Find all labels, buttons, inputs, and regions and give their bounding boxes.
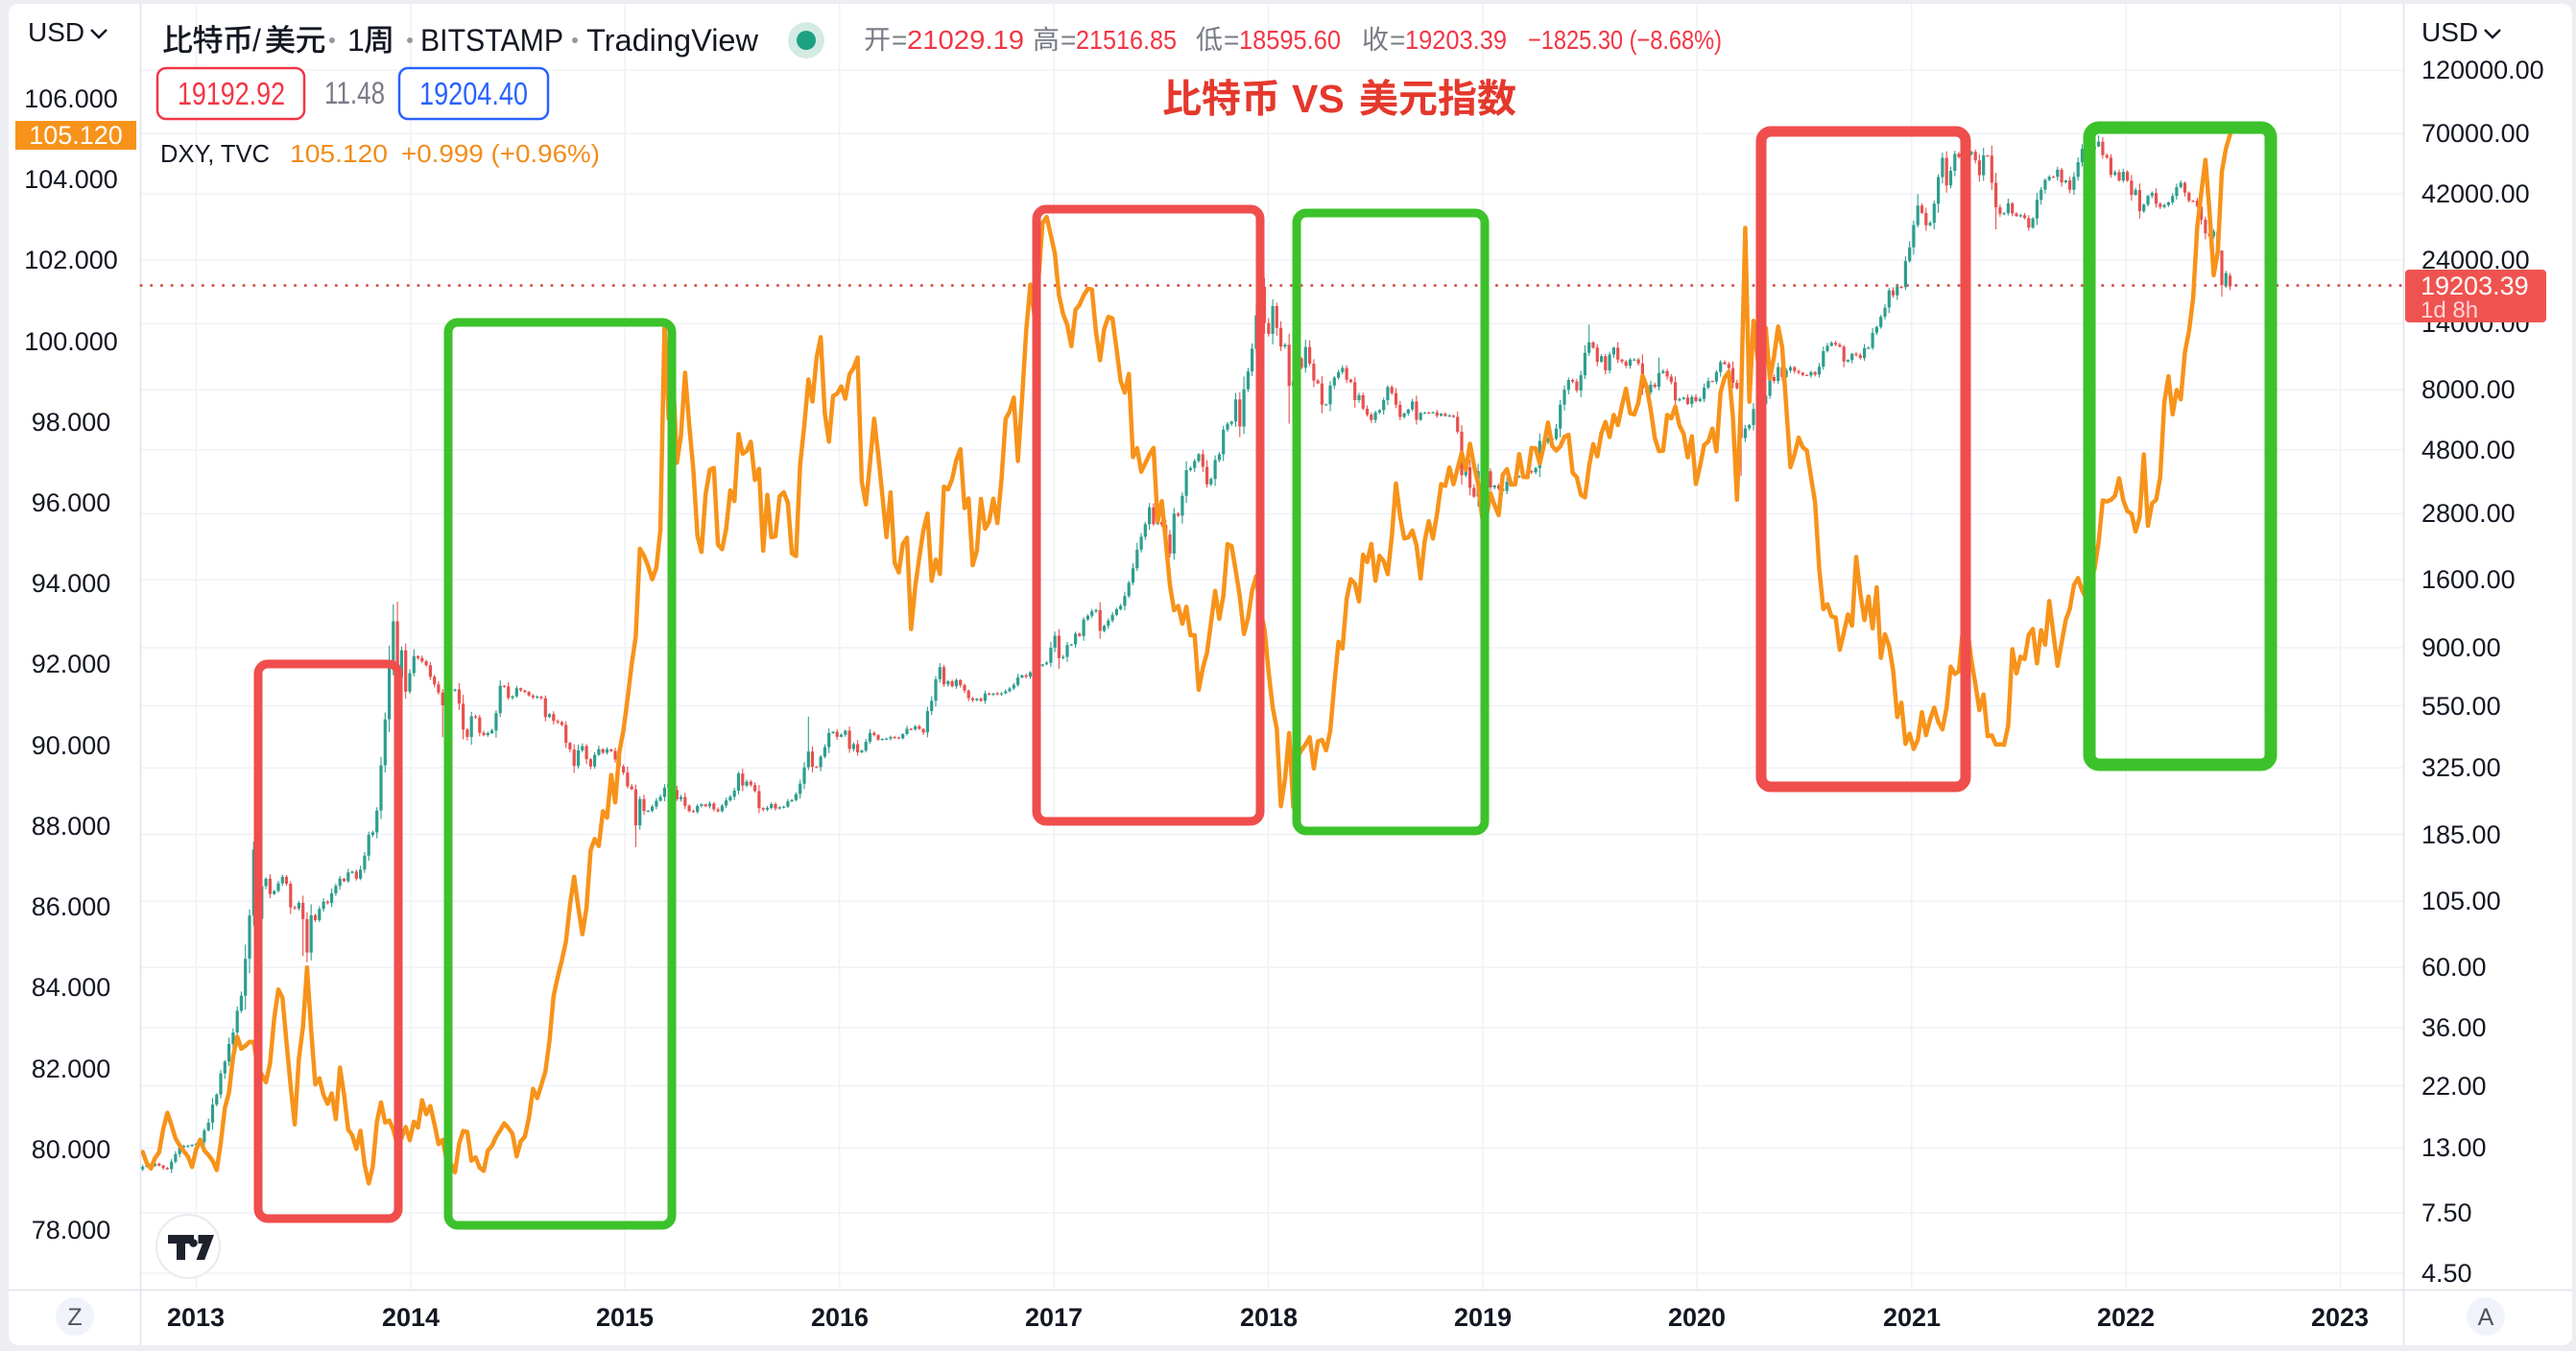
svg-text:80.000: 80.000 (32, 1135, 111, 1164)
svg-text:11.48: 11.48 (324, 76, 385, 110)
svg-text:550.00: 550.00 (2421, 692, 2501, 721)
svg-text:105.120: 105.120 (290, 139, 388, 168)
svg-text:21029.19: 21029.19 (907, 25, 1024, 55)
svg-text:VS: VS (1292, 77, 1345, 121)
svg-text:13.00: 13.00 (2421, 1133, 2487, 1162)
svg-text:/: / (252, 23, 261, 58)
svg-text:78.000: 78.000 (32, 1216, 111, 1244)
svg-text:104.000: 104.000 (24, 165, 118, 194)
svg-text:2020: 2020 (1668, 1303, 1726, 1332)
svg-text:2023: 2023 (2311, 1303, 2369, 1332)
svg-text:2018: 2018 (1240, 1303, 1298, 1332)
svg-text:A: A (2478, 1304, 2494, 1331)
svg-text:=: = (1061, 25, 1076, 55)
svg-text:2017: 2017 (1025, 1303, 1083, 1332)
svg-text:22.00: 22.00 (2421, 1072, 2487, 1101)
svg-text:60.00: 60.00 (2421, 953, 2487, 982)
svg-text:=: = (892, 25, 907, 55)
svg-text:185.00: 185.00 (2421, 820, 2501, 849)
svg-text:900.00: 900.00 (2421, 633, 2501, 662)
svg-text:USD: USD (28, 17, 84, 47)
svg-text:Z: Z (67, 1304, 82, 1331)
svg-text:=: = (1390, 25, 1405, 55)
svg-text:8000.00: 8000.00 (2421, 375, 2516, 404)
svg-text:88.000: 88.000 (32, 812, 111, 841)
svg-text:2800.00: 2800.00 (2421, 499, 2516, 528)
svg-text:325.00: 325.00 (2421, 753, 2501, 782)
svg-text:4.50: 4.50 (2421, 1259, 2472, 1288)
svg-text:19203.39: 19203.39 (1405, 25, 1507, 55)
svg-text:2013: 2013 (167, 1303, 225, 1332)
svg-text:1: 1 (347, 23, 365, 58)
svg-text:21516.85: 21516.85 (1076, 25, 1177, 55)
svg-text:42000.00: 42000.00 (2421, 179, 2530, 208)
svg-text:96.000: 96.000 (32, 488, 111, 517)
svg-text:90.000: 90.000 (32, 731, 111, 760)
svg-text:2014: 2014 (382, 1303, 440, 1332)
svg-text:70000.00: 70000.00 (2421, 119, 2530, 148)
svg-text:102.000: 102.000 (24, 246, 118, 274)
svg-text:94.000: 94.000 (32, 569, 111, 598)
svg-text:86.000: 86.000 (32, 892, 111, 921)
svg-text:+0.999 (+0.96%): +0.999 (+0.96%) (401, 139, 600, 168)
svg-text:BITSTAMP: BITSTAMP (420, 23, 563, 58)
svg-text:106.000: 106.000 (24, 84, 118, 113)
svg-text:2019: 2019 (1454, 1303, 1512, 1332)
svg-text:36.00: 36.00 (2421, 1013, 2487, 1042)
svg-text:USD: USD (2421, 17, 2478, 47)
svg-text:DXY, TVC: DXY, TVC (160, 139, 270, 168)
svg-text:84.000: 84.000 (32, 973, 111, 1002)
svg-text:19204.40: 19204.40 (419, 76, 528, 111)
svg-text:2016: 2016 (811, 1303, 869, 1332)
svg-text:7.50: 7.50 (2421, 1198, 2472, 1227)
svg-text:105.120: 105.120 (29, 121, 123, 150)
svg-text:92.000: 92.000 (32, 650, 111, 678)
svg-text:19203.39: 19203.39 (2421, 272, 2529, 300)
svg-text:19192.92: 19192.92 (178, 76, 285, 111)
svg-text:105.00: 105.00 (2421, 887, 2501, 915)
svg-text:98.000: 98.000 (32, 408, 111, 437)
svg-text:18595.60: 18595.60 (1239, 25, 1341, 55)
svg-text:TradingView: TradingView (586, 23, 759, 58)
svg-text:=: = (1224, 25, 1239, 55)
svg-text:1600.00: 1600.00 (2421, 565, 2516, 594)
svg-text:82.000: 82.000 (32, 1055, 111, 1083)
svg-text:1d 8h: 1d 8h (2421, 297, 2478, 323)
svg-text:4800.00: 4800.00 (2421, 436, 2516, 464)
svg-text:−1825.30 (−8.68%): −1825.30 (−8.68%) (1528, 25, 1722, 55)
svg-text:2022: 2022 (2097, 1303, 2155, 1332)
svg-text:2015: 2015 (596, 1303, 654, 1332)
svg-text:2021: 2021 (1883, 1303, 1941, 1332)
svg-text:120000.00: 120000.00 (2421, 56, 2544, 84)
svg-text:100.000: 100.000 (24, 327, 118, 356)
